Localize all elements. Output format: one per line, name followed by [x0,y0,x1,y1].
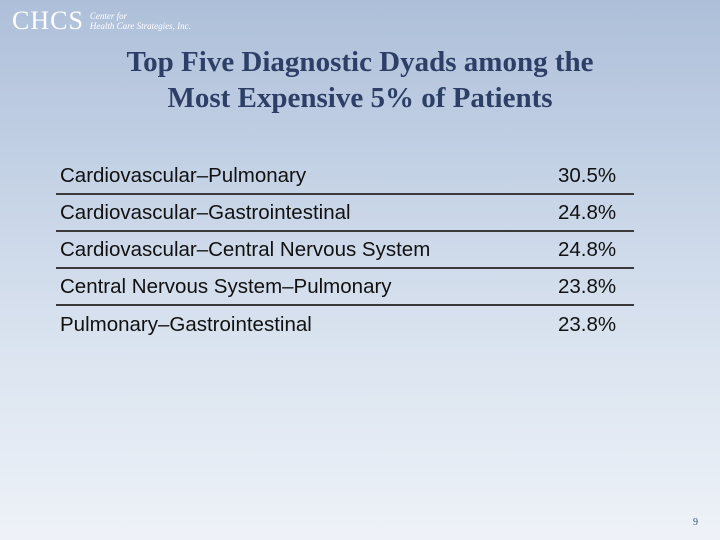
dyad-label: Cardiovascular–Central Nervous System [60,237,431,261]
logo-text: Center for Health Care Strategies, Inc. [90,11,191,31]
dyad-label: Pulmonary–Gastrointestinal [60,312,312,336]
logo-mark: CHCS [12,6,84,35]
slide-title-line2: Most Expensive 5% of Patients [167,82,553,114]
table-row: Cardiovascular–Gastrointestinal 24.8% [56,195,634,232]
dyad-label: Cardiovascular–Gastrointestinal [60,200,351,224]
logo-text-line1: Center for [89,11,128,21]
dyads-table: Cardiovascular–Pulmonary 30.5% Cardiovas… [56,158,634,343]
dyad-percent: 30.5% [558,163,617,187]
dyad-label: Central Nervous System–Pulmonary [60,274,392,298]
table-row: Cardiovascular–Central Nervous System 24… [56,232,634,269]
table-row: Cardiovascular–Pulmonary 30.5% [56,158,634,195]
slide-title-line1: Top Five Diagnostic Dyads among the [126,46,594,78]
dyad-label: Cardiovascular–Pulmonary [60,163,307,187]
dyad-percent: 23.8% [558,274,617,298]
logo-text-line2: Health Care Strategies, Inc. [89,21,191,31]
dyad-percent: 24.8% [558,200,617,224]
table-row: Pulmonary–Gastrointestinal 23.8% [56,306,634,343]
table-row: Central Nervous System–Pulmonary 23.8% [56,269,634,306]
slide-title: Top Five Diagnostic Dyads among the Most… [0,44,720,116]
page-number: 9 [693,517,698,528]
dyad-percent: 23.8% [558,312,617,336]
chcs-logo: CHCS Center for Health Care Strategies, … [12,8,191,34]
dyad-percent: 24.8% [558,237,617,261]
